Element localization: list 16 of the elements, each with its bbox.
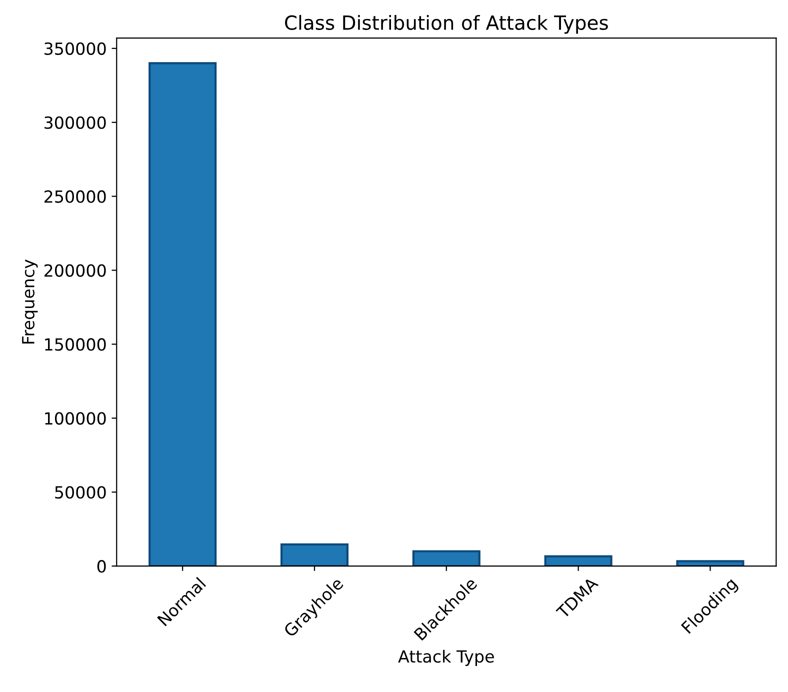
chart-title: Class Distribution of Attack Types (285, 14, 608, 34)
y-tick-label: 300000 (44, 116, 106, 129)
y-tick-label: 150000 (45, 338, 106, 351)
y-tick-label: 100000 (45, 412, 106, 425)
x-axis-title: Attack Type (398, 650, 494, 666)
bar (544, 555, 612, 566)
bar (148, 62, 217, 566)
y-axis-title: Frequency (22, 260, 38, 344)
y-tick-label: 350000 (44, 42, 106, 55)
y-tick-label: 200000 (44, 264, 106, 277)
bar (676, 560, 744, 566)
y-tick-label: 0 (97, 560, 106, 573)
bar (412, 550, 480, 566)
bar (280, 543, 349, 566)
y-tick-label: 50000 (55, 486, 106, 499)
y-tick-label: 250000 (44, 190, 106, 203)
